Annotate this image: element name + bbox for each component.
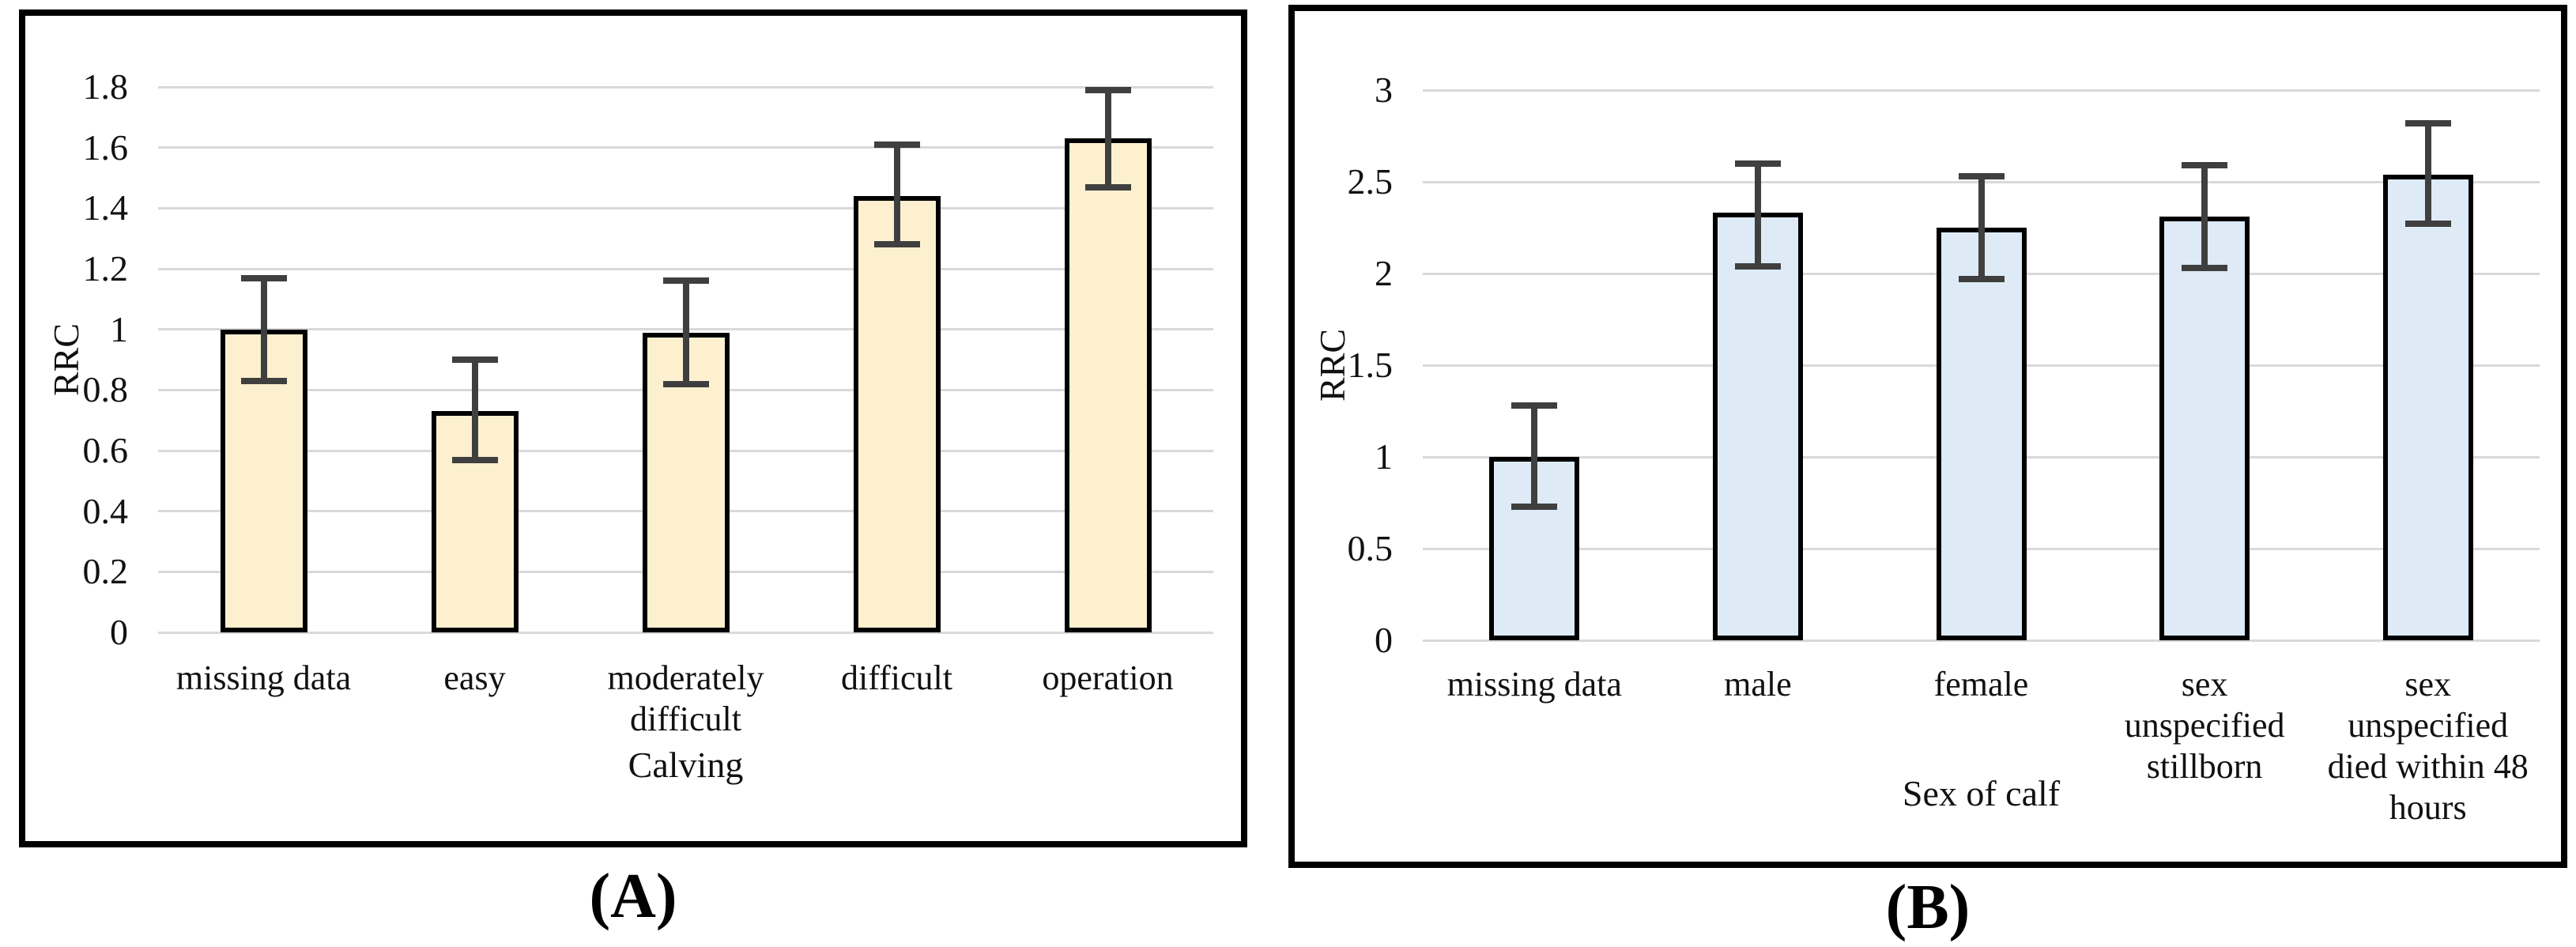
chart-sex-of-calf-rrc: 3 2.5 2 1.5 1 0.5 0 missing data male female sex u… <box>1295 11 2561 862</box>
gridline <box>158 146 1213 149</box>
x-category-label: missing data <box>1446 665 1622 704</box>
error-bar-cap-top <box>873 141 920 148</box>
error-bar-cap-bottom <box>1511 503 1558 510</box>
gridline <box>158 85 1213 89</box>
bar <box>1936 228 2027 640</box>
x-category-label: moderately difficult <box>607 658 764 738</box>
y-tick-label: 0 <box>110 612 128 652</box>
error-bar <box>2424 123 2431 224</box>
y-tick-label: 0.5 <box>1347 528 1394 568</box>
x-category-label: sex unspecified stillborn <box>2124 665 2285 786</box>
bar <box>2382 174 2473 640</box>
y-tick-label: 0 <box>1375 620 1393 660</box>
y-tick-label: 0.8 <box>82 369 129 410</box>
error-bar-cap-bottom <box>1958 275 2005 282</box>
error-bar-cap-top <box>2182 162 2228 169</box>
x-category-label: female <box>1933 665 2029 704</box>
error-bar-cap-top <box>662 277 709 285</box>
y-tick-label: 1 <box>110 308 128 349</box>
gridline <box>158 631 1213 634</box>
error-bar <box>471 360 478 460</box>
x-axis-title: Calving <box>628 745 744 785</box>
x-category-label: difficult <box>841 658 952 697</box>
error-bar <box>682 281 689 384</box>
bar <box>1712 213 1803 640</box>
chart-calving-rrc: 1.8 1.6 1.4 1.2 1 0.8 0.6 0.4 0.2 0 missing data ea… <box>25 16 1241 841</box>
caption-panel-a: (A) <box>589 862 677 931</box>
y-tick-label: 1.8 <box>82 66 129 107</box>
y-tick-label: 0.2 <box>82 551 129 592</box>
error-bar <box>893 144 900 245</box>
gridline <box>158 206 1213 209</box>
error-bar-cap-top <box>2404 119 2451 126</box>
gridline <box>1423 89 2540 92</box>
error-bar-cap-top <box>1734 160 1781 167</box>
error-bar <box>2201 165 2208 269</box>
panel-b: 3 2.5 2 1.5 1 0.5 0 missing data male female sex u… <box>1288 5 2567 868</box>
y-tick-label: 1.4 <box>82 187 129 228</box>
error-bar <box>1754 163 1761 266</box>
gridline <box>158 267 1213 270</box>
x-category-label: easy <box>443 658 506 697</box>
x-category-label: male <box>1724 665 1792 704</box>
error-bar-cap-top <box>1084 86 1131 93</box>
y-tick-label: 1.5 <box>1347 345 1394 385</box>
error-bar-cap-bottom <box>2404 221 2451 228</box>
y-tick-label: 3 <box>1375 70 1393 110</box>
y-tick-label: 1.2 <box>82 248 129 289</box>
y-tick-label: 0.4 <box>82 490 129 531</box>
error-bar-cap-top <box>240 274 287 281</box>
panel-a: 1.8 1.6 1.4 1.2 1 0.8 0.6 0.4 0.2 0 missing data ea… <box>19 9 1247 847</box>
error-bar <box>1104 89 1111 187</box>
bar <box>1064 138 1152 632</box>
caption-panel-b: (B) <box>1885 873 1971 942</box>
y-tick-label: 1.6 <box>82 126 129 168</box>
error-bar-cap-bottom <box>240 377 287 384</box>
error-bar-cap-top <box>1958 173 2005 180</box>
x-axis-title: Sex of calf <box>1902 773 2061 813</box>
error-bar-cap-top <box>1511 402 1558 409</box>
y-tick-label: 2 <box>1375 253 1393 293</box>
bar <box>853 196 941 632</box>
bar <box>1489 457 1580 640</box>
y-axis-title: RRC <box>1312 328 1352 402</box>
error-bar-cap-bottom <box>451 456 498 463</box>
x-category-label: sex unspecified died within 48 hours <box>2327 665 2529 827</box>
error-bar-cap-bottom <box>873 241 920 248</box>
error-bar-cap-bottom <box>662 380 709 387</box>
error-bar <box>1531 406 1538 507</box>
error-bar-cap-bottom <box>1084 183 1131 191</box>
error-bar <box>260 277 267 381</box>
x-category-label: operation <box>1042 658 1174 697</box>
error-bar <box>1978 176 1985 279</box>
y-axis-title: RRC <box>46 323 86 397</box>
bar <box>2159 217 2250 640</box>
error-bar-cap-bottom <box>2182 265 2228 272</box>
x-category-label: missing data <box>175 658 352 697</box>
gridline <box>1423 639 2540 642</box>
error-bar-cap-bottom <box>1734 262 1781 270</box>
error-bar-cap-top <box>451 357 498 363</box>
y-tick-label: 2.5 <box>1347 161 1394 202</box>
y-tick-label: 0.6 <box>82 430 129 470</box>
y-tick-label: 1 <box>1375 436 1393 477</box>
